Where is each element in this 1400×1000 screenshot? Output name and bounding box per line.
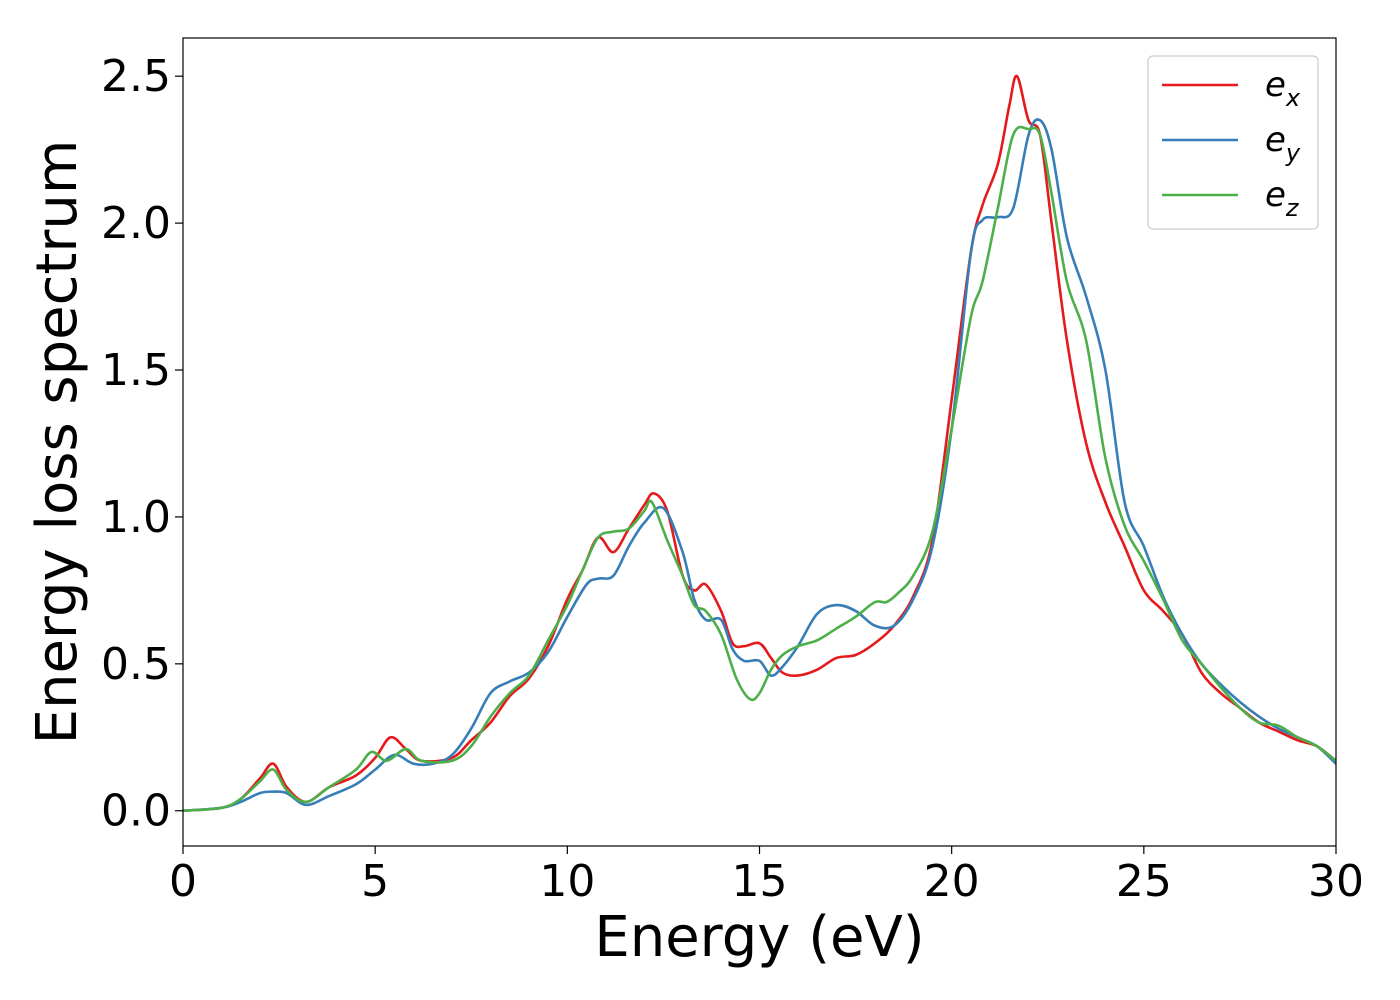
x-tick-label: 20 [924,856,980,907]
x-tick-label: 0 [169,856,197,907]
y-tick-label: 1.5 [101,345,171,396]
series-layer [183,74,1336,813]
y-tick-label: 0.0 [101,786,171,837]
x-axis-ticks: 0 5 10 15 20 25 30 [169,846,1364,907]
y-axis-title: Energy loss spectrum [25,140,90,745]
x-tick-label: 25 [1116,856,1172,907]
x-tick-label: 5 [361,856,389,907]
series-line-y [183,118,1336,813]
legend-label-y: ey [1265,120,1301,167]
x-tick-label: 30 [1308,856,1364,907]
y-tick-label: 1.0 [101,492,171,543]
y-tick-label: 2.0 [101,198,171,249]
y-tick-label: 2.5 [101,51,171,102]
legend: ex ey ez [1147,55,1319,230]
legend-label-z: ez [1265,175,1300,222]
series-line-z [183,125,1336,813]
plot-frame [182,37,1337,847]
y-tick-label: 0.5 [101,639,171,690]
x-axis-title: Energy (eV) [594,905,924,970]
y-axis-ticks: 0.0 0.5 1.0 1.5 2.0 2.5 [101,51,183,837]
x-tick-label: 10 [539,856,595,907]
legend-box [1147,55,1319,230]
x-tick-label: 15 [732,856,788,907]
legend-label-x: ex [1265,65,1301,112]
